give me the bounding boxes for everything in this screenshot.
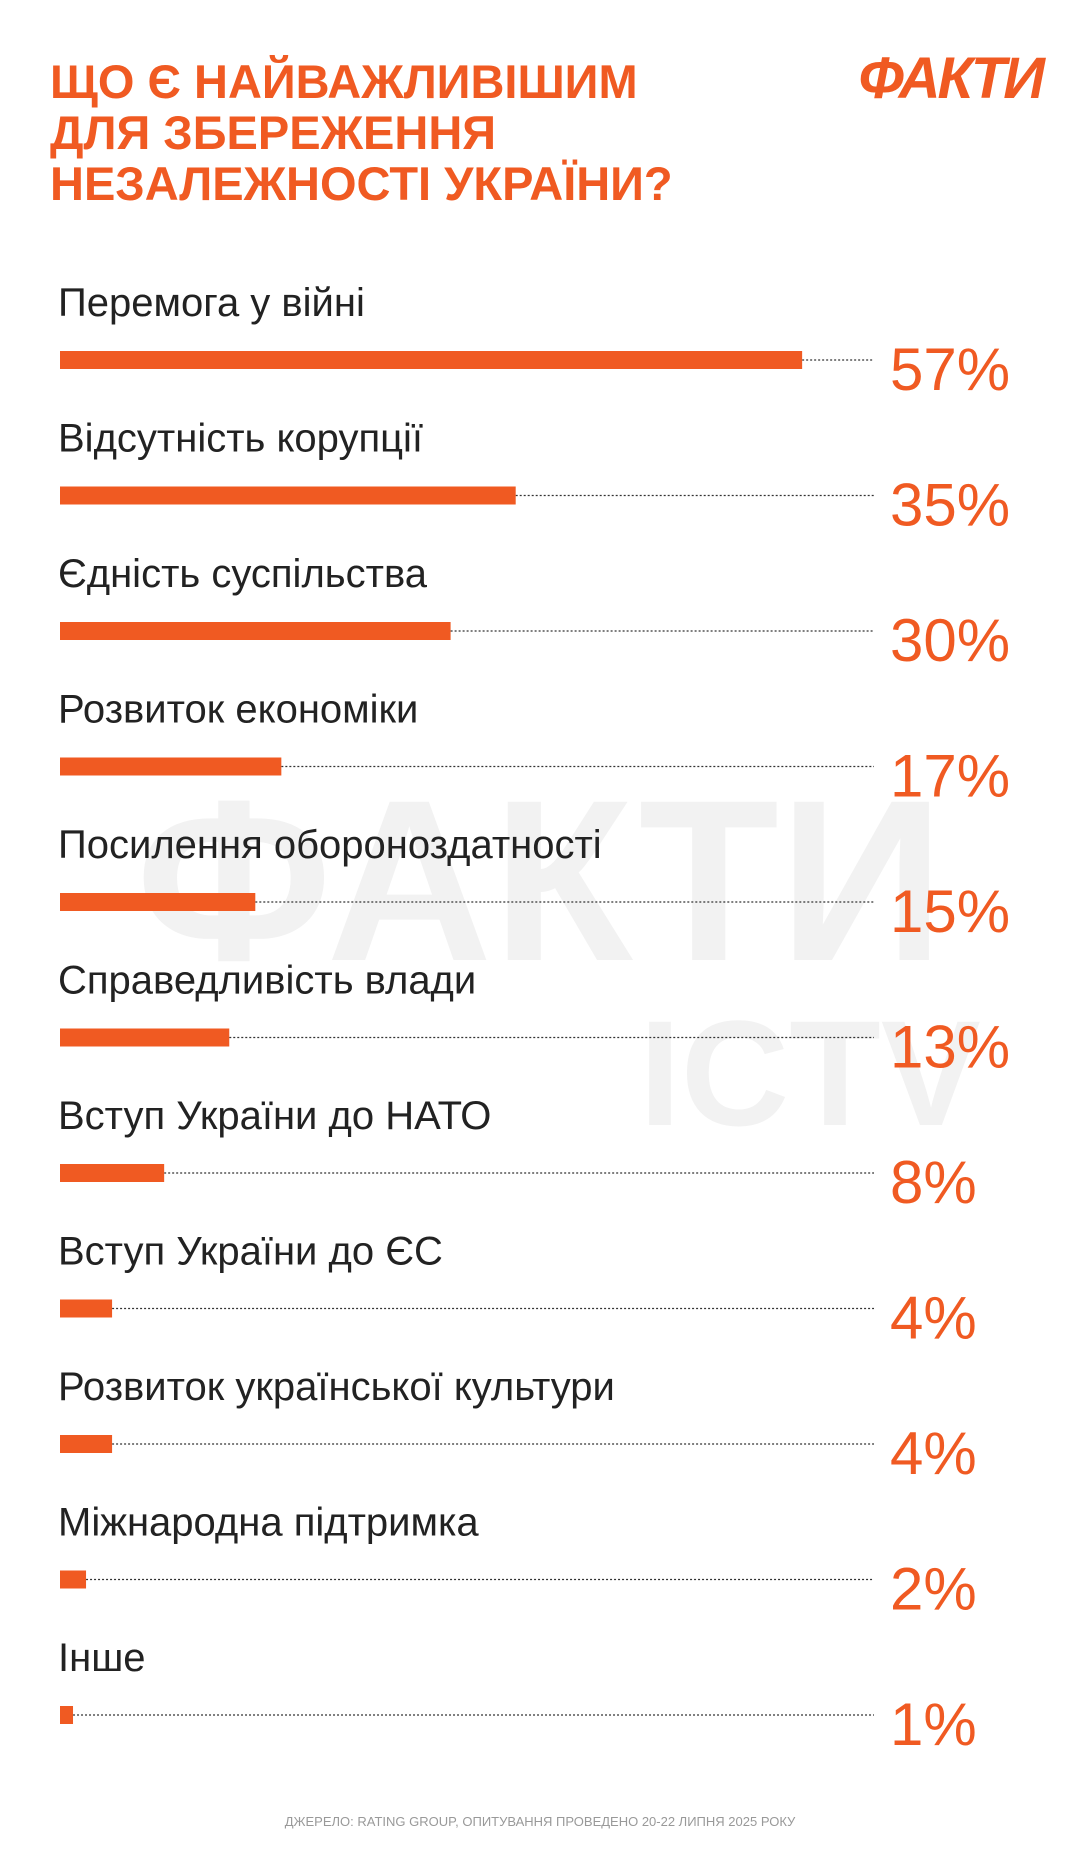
bar	[60, 1706, 74, 1724]
category-label: Міжнародна підтримка	[58, 1501, 479, 1545]
chart-title: НЕЗАЛЕЖНОСТІ УКРАЇНИ?	[50, 157, 673, 210]
category-label: Справедливість влади	[58, 959, 476, 1003]
value-label: 30%	[890, 607, 1010, 674]
bar	[60, 1164, 165, 1182]
category-label: Інше	[58, 1636, 146, 1680]
value-label: 57%	[890, 336, 1010, 403]
category-label: Перемога у війні	[58, 281, 365, 325]
watermark: ICTV	[639, 989, 981, 1157]
category-label: Вступ України до ЄС	[58, 1230, 443, 1274]
bar	[60, 1299, 113, 1318]
category-label: Розвиток української культури	[58, 1365, 615, 1409]
value-label: 15%	[890, 878, 1010, 945]
bar	[60, 893, 256, 911]
value-label: 1%	[890, 1691, 977, 1758]
bar	[60, 351, 803, 369]
category-label: Розвиток економіки	[58, 688, 418, 732]
value-label: 8%	[890, 1149, 977, 1216]
category-label: Єдність суспільства	[58, 552, 428, 596]
bar	[60, 1570, 87, 1589]
value-label: 13%	[890, 1014, 1010, 1081]
chart-title: ЩО Є НАЙВАЖЛИВІШИМ	[50, 55, 638, 108]
chart-title: ДЛЯ ЗБЕРЕЖЕННЯ	[50, 106, 496, 159]
logo: ФАКТИ	[859, 46, 1047, 111]
value-label: 17%	[890, 743, 1010, 810]
category-label: Відсутність корупції	[58, 417, 423, 461]
category-label: Посилення обороноздатності	[58, 823, 602, 867]
category-label: Вступ України до НАТО	[58, 1094, 491, 1138]
bar	[60, 622, 451, 640]
bar	[60, 757, 282, 776]
value-label: 4%	[890, 1420, 977, 1487]
value-label: 4%	[890, 1285, 977, 1352]
value-label: 35%	[890, 472, 1010, 539]
bar	[60, 1435, 113, 1453]
bar	[60, 486, 516, 505]
watermark: ФАКТИ	[136, 752, 945, 1009]
bar	[60, 1028, 230, 1047]
value-label: 2%	[890, 1556, 977, 1623]
source: ДЖЕРЕЛО: RATING GROUP, ОПИТУВАННЯ ПРОВЕД…	[285, 1814, 796, 1829]
